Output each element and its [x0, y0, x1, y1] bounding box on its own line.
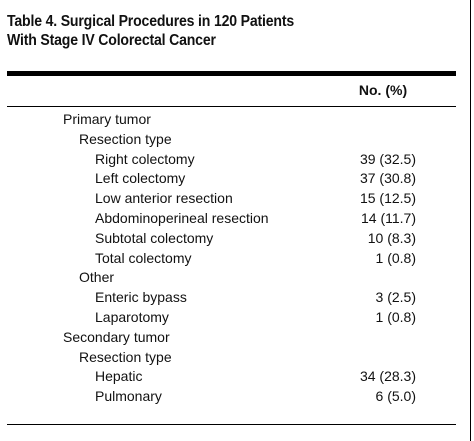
row-label: Total colectomy	[95, 249, 192, 266]
row-value: 39 (32.5)	[359, 150, 416, 167]
table-row: Total colectomy 1 (0.8)	[0, 248, 474, 268]
row-label: Secondary tumor	[63, 328, 170, 345]
row-value: 6 (5.0)	[375, 388, 416, 405]
table-row: Resection type	[0, 129, 474, 149]
row-label: Right colectomy	[95, 150, 195, 167]
row-value: 1 (0.8)	[375, 249, 416, 266]
row-label: Enteric bypass	[95, 289, 187, 306]
row-value: 3 (2.5)	[375, 289, 416, 306]
table-row: Subtotal colectomy 10 (8.3)	[0, 228, 474, 248]
row-value: 37 (30.8)	[359, 170, 416, 187]
table-title: Table 4. Surgical Procedures in 120 Pati…	[7, 12, 294, 50]
row-label: Resection type	[79, 130, 172, 147]
table-row: Right colectomy 39 (32.5)	[0, 149, 474, 169]
table-row: Abdominoperineal resection 14 (11.7)	[0, 208, 474, 228]
row-label: Primary tumor	[63, 111, 151, 127]
row-label: Abdominoperineal resection	[95, 210, 269, 226]
right-border	[470, 0, 471, 441]
row-label: Subtotal colectomy	[95, 229, 214, 246]
row-value: 10 (8.3)	[367, 229, 416, 246]
table-row: Left colectomy 37 (30.8)	[0, 168, 474, 188]
row-label: Resection type	[79, 348, 172, 365]
header-rule-thin	[7, 106, 456, 107]
table-title-line-2: With Stage IV Colorectal Cancer	[7, 32, 216, 49]
row-label: Low anterior resection	[95, 190, 233, 207]
bottom-rule	[7, 424, 456, 425]
row-label: Other	[79, 269, 115, 286]
table-row: Enteric bypass 3 (2.5)	[0, 287, 474, 307]
header-rule-thick	[7, 71, 456, 76]
row-value: 15 (12.5)	[359, 190, 416, 207]
row-value: 14 (11.7)	[361, 210, 416, 226]
table-row: Other	[0, 267, 474, 287]
table-row: Pulmonary 6 (5.0)	[0, 386, 474, 406]
table-row: Laparotomy 1 (0.8)	[0, 307, 474, 327]
row-label: Hepatic	[95, 368, 143, 385]
table-row: Primary tumor	[0, 109, 474, 129]
table-row: Hepatic 34 (28.3)	[0, 366, 474, 386]
row-label: Left colectomy	[95, 170, 186, 187]
table-title-line-1: Table 4. Surgical Procedures in 120 Pati…	[7, 13, 295, 30]
table-row: Low anterior resection 15 (12.5)	[0, 188, 474, 208]
table-row: Resection type	[0, 347, 474, 367]
row-value: 34 (28.3)	[359, 368, 416, 385]
column-header-number-percent: No. (%)	[358, 82, 408, 98]
row-label: Pulmonary	[95, 388, 162, 405]
row-value: 1 (0.8)	[375, 309, 416, 325]
table-row: Secondary tumor	[0, 327, 474, 347]
row-label: Laparotomy	[95, 309, 169, 325]
